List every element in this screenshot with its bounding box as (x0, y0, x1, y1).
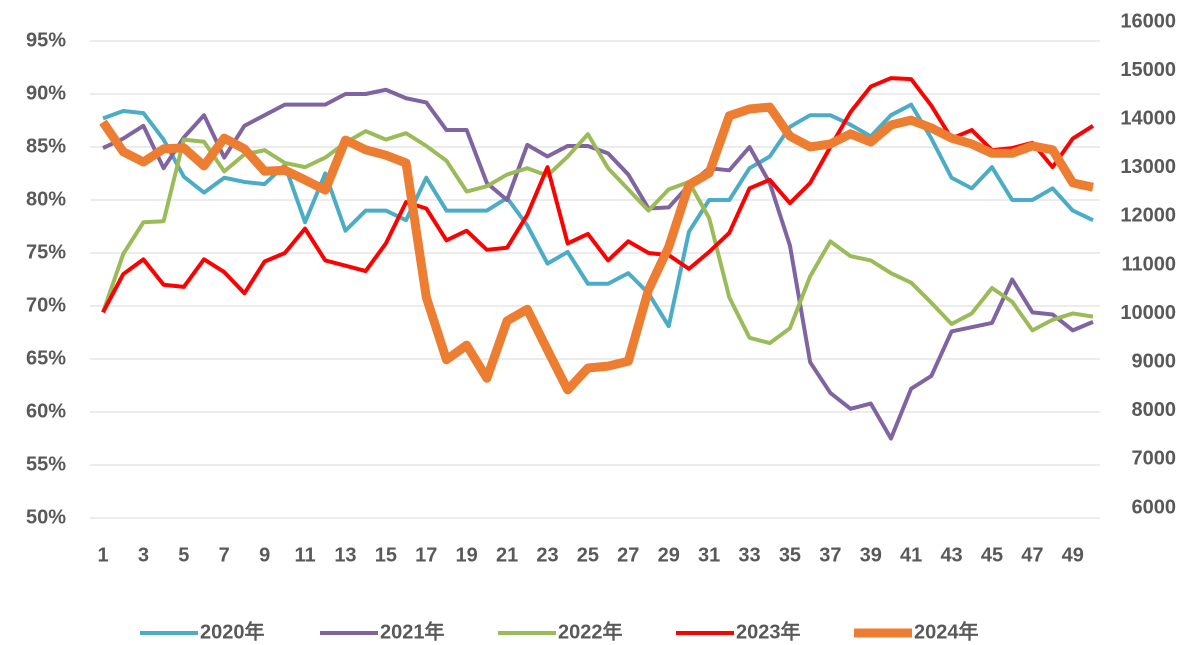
legend-label: 2022年 (558, 619, 623, 643)
x-tick-label: 31 (698, 544, 720, 566)
series-line (101, 129, 1094, 346)
x-tick-label: 21 (496, 544, 518, 566)
x-tick-label: 47 (1021, 544, 1043, 566)
y2-tick-label: 15000 (1120, 59, 1176, 81)
y-tick-label: 50% (26, 506, 66, 528)
y2-tick-label: 8000 (1132, 399, 1177, 421)
y2-tick-label: 13000 (1120, 156, 1176, 178)
x-tick-label: 37 (819, 544, 841, 566)
y2-tick-label: 7000 (1132, 448, 1177, 470)
legend-label: 2021年 (380, 619, 445, 643)
y-tick-label: 90% (26, 82, 66, 104)
x-tick-label: 41 (900, 544, 922, 566)
y2-tick-label: 6000 (1132, 496, 1177, 518)
x-tick-label: 15 (375, 544, 397, 566)
x-tick-label: 29 (658, 544, 680, 566)
x-tick-label: 27 (617, 544, 639, 566)
legend-label: 2024年 (914, 619, 979, 643)
series-line (101, 76, 1095, 314)
x-tick-label: 43 (940, 544, 962, 566)
x-tick-label: 23 (536, 544, 558, 566)
y-tick-label: 55% (26, 453, 66, 475)
x-tick-label: 25 (577, 544, 599, 566)
x-tick-label: 45 (981, 544, 1003, 566)
x-tick-label: 33 (738, 544, 760, 566)
x-tick-label: 39 (860, 544, 882, 566)
y-tick-label: 85% (26, 135, 66, 157)
y2-tick-label: 16000 (1120, 10, 1176, 32)
y-tick-label: 65% (26, 347, 66, 369)
x-tick-label: 7 (219, 544, 230, 566)
series-line (99, 102, 1094, 395)
x-tick-label: 1 (97, 544, 108, 566)
y-tick-label: 75% (26, 241, 66, 263)
legend-label: 2023年 (736, 619, 801, 643)
legend-label: 2020年 (200, 619, 265, 643)
series-line (102, 102, 1094, 329)
y2-tick-label: 11000 (1121, 253, 1176, 275)
y2-tick-label: 12000 (1120, 205, 1176, 227)
y-tick-label: 70% (26, 294, 66, 316)
x-tick-label: 35 (779, 544, 801, 566)
x-tick-label: 11 (294, 544, 315, 566)
y2-tick-label: 14000 (1120, 107, 1176, 129)
x-tick-label: 9 (259, 544, 270, 566)
x-tick-label: 13 (334, 544, 356, 566)
series-line (102, 87, 1094, 441)
x-tick-label: 5 (178, 544, 189, 566)
x-tick-label: 17 (415, 544, 437, 566)
y2-tick-label: 9000 (1132, 350, 1177, 372)
x-tick-label: 3 (138, 544, 149, 566)
y-tick-label: 80% (26, 188, 66, 210)
x-tick-label: 49 (1062, 544, 1084, 566)
x-tick-label: 19 (456, 544, 478, 566)
y-tick-label: 60% (26, 400, 66, 422)
y-tick-label: 95% (26, 29, 66, 51)
y2-tick-label: 10000 (1120, 302, 1176, 324)
